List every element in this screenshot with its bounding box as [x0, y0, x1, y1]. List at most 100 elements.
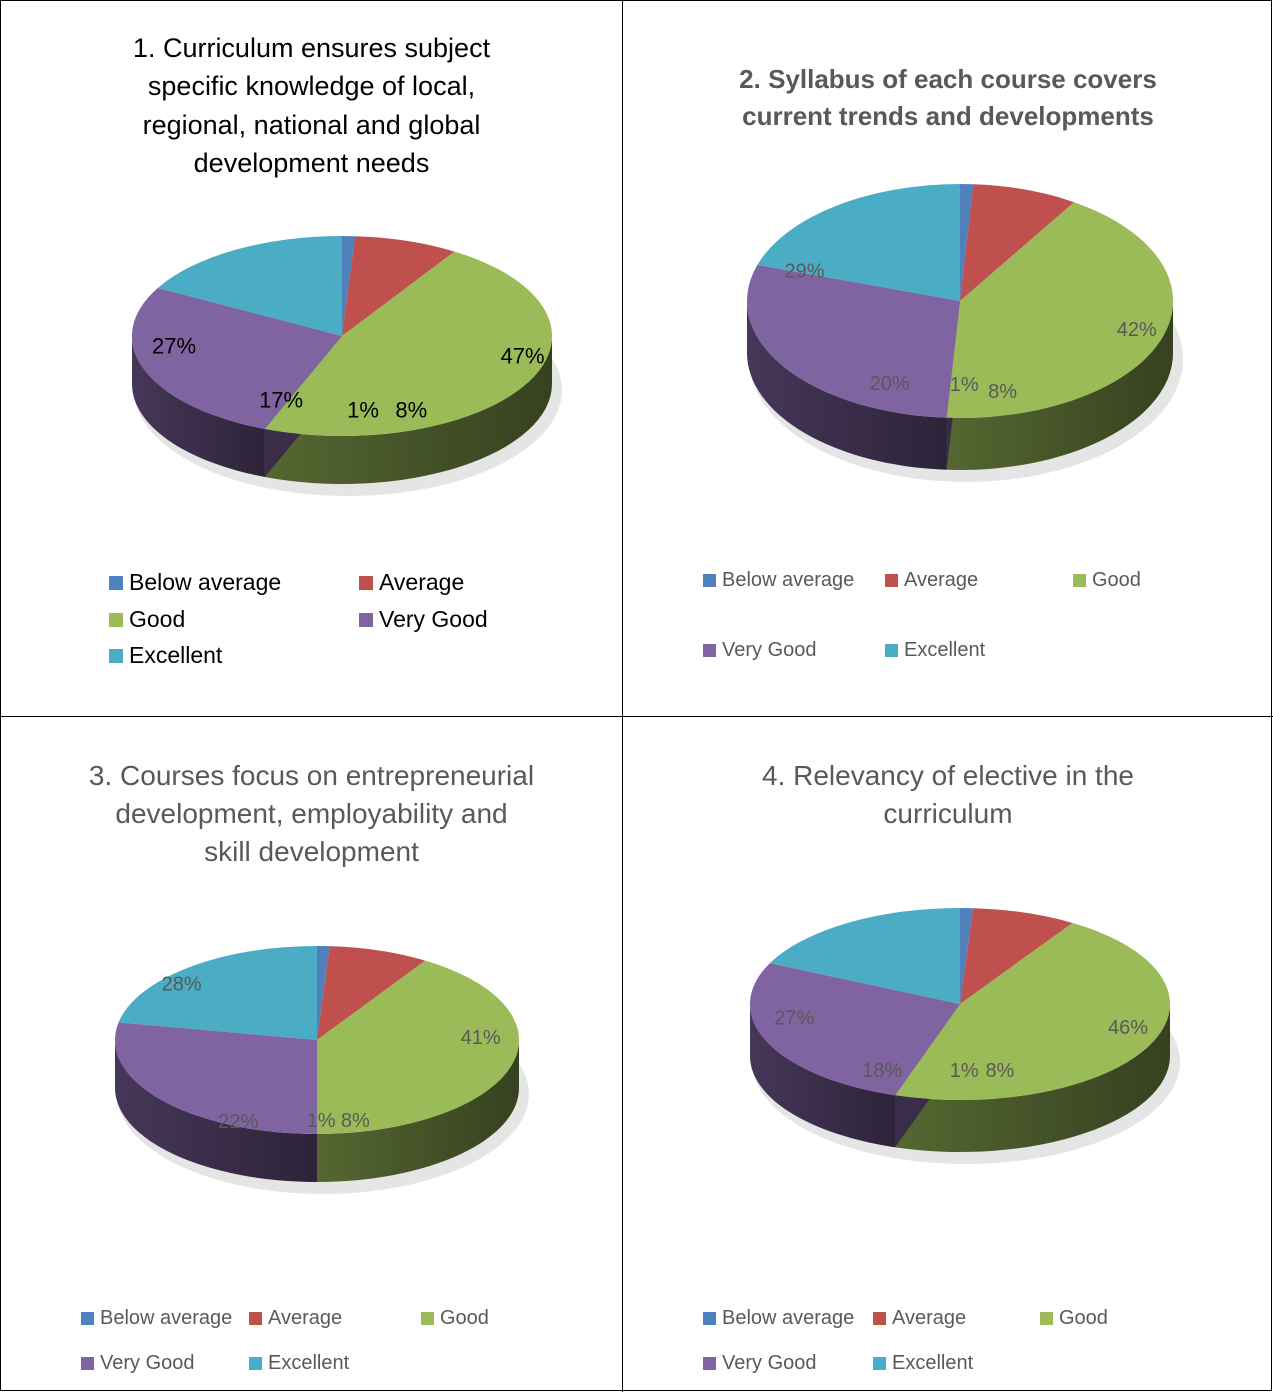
legend-swatch [1073, 574, 1086, 587]
chart-title: 4. Relevancy of elective in the curricul… [762, 760, 1134, 830]
legend-label: Good [1059, 1307, 1108, 1329]
legend-label: Good [129, 606, 186, 632]
pie-slice-below-average [960, 184, 974, 301]
data-label-good: 47% [501, 344, 545, 369]
data-label-good: 42% [1117, 319, 1157, 341]
legend-swatch [249, 1357, 262, 1370]
legend-label: Average [892, 1307, 967, 1329]
pie-slice-below-average [960, 908, 974, 1004]
data-label-very-good: 29% [784, 261, 824, 283]
pie-slice-very-good [131, 287, 342, 429]
legend-label: Below average [722, 569, 855, 591]
data-label-average: 8% [988, 381, 1017, 403]
data-label-excellent: 18% [862, 1060, 902, 1082]
legend-item-good: Good [1040, 1307, 1108, 1330]
data-label-excellent: 20% [870, 373, 910, 395]
data-label-very-good: 28% [162, 974, 202, 996]
pie-slice-very-good [750, 963, 960, 1096]
chart-panel-1: 1. Curriculum ensures subject specific k… [1, 1, 623, 717]
data-label-good: 41% [461, 1027, 501, 1049]
legend-label: Very Good [722, 1352, 817, 1374]
legend-swatch [873, 1357, 886, 1370]
pie-chart-1: 1% 8% 47% 27% 17% [131, 236, 562, 496]
pie-chart-3: 1% 8% 41% 28% 22% [114, 946, 529, 1194]
legend-label: Below average [129, 569, 282, 595]
legend-swatch [421, 1312, 434, 1325]
legend-label: Excellent [892, 1352, 974, 1374]
data-label-excellent: 22% [218, 1111, 258, 1133]
legend-label: Excellent [904, 639, 986, 661]
pie-slice-average [960, 908, 1073, 1004]
data-label-below-average: 1% [950, 1060, 979, 1082]
legend-item-below-average: Below average [109, 569, 281, 596]
legend-item-very-good: Very Good [703, 1352, 817, 1375]
legend-item-very-good: Very Good [703, 639, 817, 662]
data-label-average: 8% [985, 1060, 1014, 1082]
legend-label: Very Good [379, 606, 488, 632]
pie-slice-good [317, 960, 519, 1134]
chart-title: 3. Courses focus on entrepreneurial deve… [88, 760, 535, 868]
legend-swatch [885, 644, 898, 657]
legend-swatch [249, 1312, 262, 1325]
legend-swatch [873, 1312, 886, 1325]
pie-slice-good [264, 251, 553, 436]
legend-item-good: Good [1073, 569, 1141, 592]
legend-item-average: Average [249, 1307, 342, 1330]
pie-slice-excellent [769, 908, 960, 1004]
pie-side-good [317, 1040, 519, 1182]
legend-label: Average [904, 569, 979, 591]
data-label-very-good: 27% [774, 1007, 814, 1029]
legend-swatch [109, 612, 123, 627]
data-label-good: 46% [1108, 1017, 1148, 1039]
legend-swatch [81, 1312, 94, 1325]
legend-item-average: Average [359, 569, 464, 596]
legend-label: Below average [100, 1307, 233, 1329]
pie-sides [115, 1040, 519, 1182]
legend-label: Good [1092, 569, 1141, 591]
legend-label: Average [379, 569, 465, 595]
pie-slice-average [317, 946, 426, 1040]
data-label-average: 8% [341, 1110, 370, 1132]
pie-side-good [264, 336, 552, 485]
legend-item-excellent: Excellent [873, 1352, 973, 1375]
pie-slice-average [342, 236, 455, 336]
legend-item-below-average: Below average [81, 1307, 232, 1330]
pie-slice-excellent [757, 184, 960, 301]
pie-slice-very-good [114, 1022, 317, 1134]
pie-slice-excellent [118, 946, 317, 1040]
data-label-average: 8% [395, 398, 427, 423]
legend-swatch [109, 648, 123, 663]
chart-panel-3: 3. Courses focus on entrepreneurial deve… [1, 717, 623, 1392]
pie-slice-below-average [317, 946, 330, 1040]
legend-label: Very Good [100, 1352, 195, 1374]
legend-label: Very Good [722, 639, 817, 661]
data-label-below-average: 1% [347, 398, 379, 423]
legend-swatch [359, 575, 373, 590]
chart-title: 1. Curriculum ensures subject specific k… [132, 33, 491, 178]
pie-side-very-good [750, 1004, 896, 1148]
pie-slice-good [946, 202, 1174, 418]
legend-item-below-average: Below average [703, 1307, 854, 1330]
pie-side-good [946, 301, 1173, 471]
legend-item-below-average: Below average [703, 569, 854, 592]
pie-slice-very-good [746, 264, 960, 418]
data-label-below-average: 1% [307, 1110, 336, 1132]
pie-side-very-good [132, 336, 265, 477]
legend-swatch [109, 575, 123, 590]
legend-label: Good [440, 1307, 489, 1329]
chart-panel-2: 2. Syllabus of each course covers curren… [623, 1, 1273, 717]
legend-label: Below average [722, 1307, 855, 1329]
pie-side-very-good [747, 301, 947, 470]
data-label-below-average: 1% [950, 374, 979, 396]
data-label-excellent: 17% [259, 388, 303, 413]
chart-title: 2. Syllabus of each course covers curren… [739, 64, 1157, 131]
legend-label: Excellent [129, 642, 223, 668]
legend-swatch [703, 644, 716, 657]
legend-item-excellent: Excellent [109, 642, 222, 669]
chart-panel-4: 4. Relevancy of elective in the curricul… [623, 717, 1273, 1392]
legend-swatch [703, 574, 716, 587]
legend-swatch [703, 1312, 716, 1325]
pie-side-good [895, 1004, 1170, 1152]
pie-slice-average [960, 184, 1075, 301]
